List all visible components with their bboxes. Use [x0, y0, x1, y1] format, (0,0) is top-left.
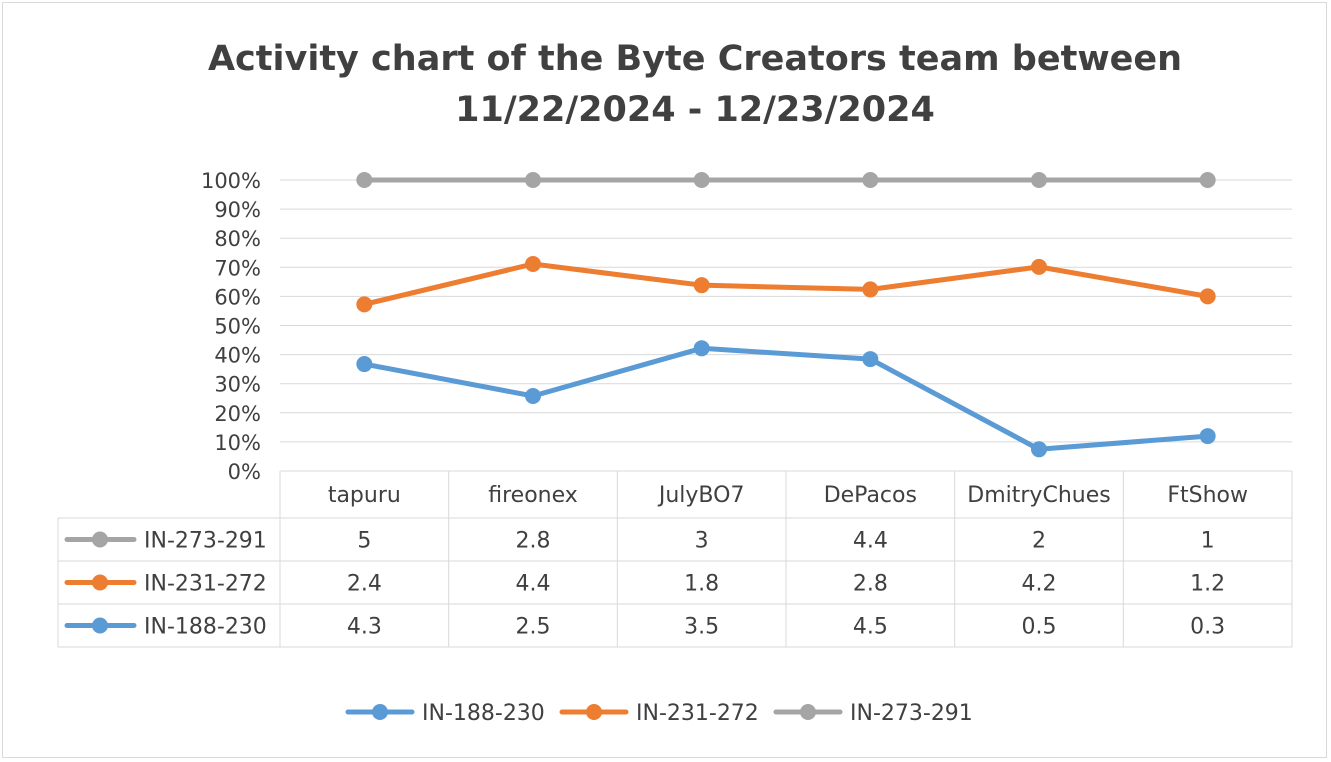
data-point-IN-231-272: [1199, 288, 1216, 305]
category-label: JulyBO7: [657, 483, 745, 508]
y-tick-label: 70%: [214, 256, 261, 280]
table-series-name: IN-188-230: [144, 615, 267, 640]
data-point-IN-231-272: [693, 277, 710, 294]
chart-title-line-1: Activity chart of the Byte Creators team…: [208, 39, 1182, 79]
data-point-IN-188-230: [693, 340, 710, 357]
table-cell-value: 2: [1032, 529, 1046, 554]
y-tick-label: 0%: [228, 460, 261, 484]
table-cell-value: 2.8: [853, 572, 888, 597]
category-label: tapuru: [328, 483, 401, 508]
legend-label: IN-231-272: [636, 701, 759, 726]
data-point-IN-273-291: [693, 172, 710, 188]
y-tick-label: 50%: [214, 315, 261, 339]
table-cell-value: 0.5: [1022, 615, 1057, 640]
table-cell-value: 4.3: [347, 615, 382, 640]
data-point-IN-188-230: [356, 356, 373, 373]
data-point-IN-188-230: [1031, 441, 1047, 458]
y-tick-label: 30%: [214, 373, 261, 397]
data-point-IN-273-291: [1199, 172, 1216, 188]
category-label: fireonex: [488, 483, 578, 508]
y-tick-label: 80%: [214, 227, 261, 251]
table-cell-value: 4.4: [853, 529, 888, 554]
legend-key-marker: [800, 704, 816, 720]
table-cell-value: 0.3: [1190, 615, 1225, 640]
table-cell-value: 1.8: [684, 572, 719, 597]
gridlines: [280, 179, 1292, 443]
table-legend-key-marker: [92, 617, 108, 634]
table-cell-value: 2.5: [516, 615, 551, 640]
chart-title-line-2: 11/22/2024 - 12/23/2024: [455, 90, 935, 130]
y-tick-label: 40%: [214, 344, 261, 368]
data-point-IN-273-291: [356, 172, 373, 188]
y-tick-label: 90%: [214, 198, 261, 222]
table-cell-value: 5: [357, 529, 371, 554]
data-point-IN-231-272: [356, 296, 373, 313]
category-label: DePacos: [824, 483, 917, 508]
table-cell-value: 4.2: [1022, 572, 1057, 597]
y-tick-label: 10%: [214, 431, 261, 455]
data-point-IN-231-272: [525, 256, 541, 272]
table-legend-key-marker: [92, 574, 108, 591]
legend-key-marker: [586, 704, 602, 720]
data-point-IN-273-291: [525, 172, 541, 188]
y-tick-label: 60%: [214, 285, 261, 309]
table-series-name: IN-273-291: [144, 529, 267, 554]
table-cell-value: 1.2: [1190, 572, 1225, 597]
table-cell-value: 2.4: [347, 572, 382, 597]
legend-label: IN-273-291: [850, 701, 973, 726]
y-tick-label: 100%: [201, 169, 261, 193]
category-label: FtShow: [1167, 483, 1248, 508]
table-cell-value: 4.4: [516, 572, 551, 597]
legend-label: IN-188-230: [422, 701, 545, 726]
data-point-IN-231-272: [1031, 258, 1047, 275]
data-point-IN-188-230: [1199, 428, 1216, 445]
series-line-IN-188-230: [361, 345, 1211, 452]
series-line-IN-231-272: [361, 261, 1211, 307]
data-table: tapuru fireonex JulyBO7 DePacos DmitryChues F…: [57, 470, 1293, 648]
legend-key-marker: [372, 704, 388, 720]
table-cell-value: 2.8: [516, 529, 551, 554]
data-point-IN-188-230: [862, 351, 879, 368]
table-legend-key-marker: [92, 531, 108, 548]
table-cell-value: 3.5: [684, 615, 719, 640]
table-cell-value: 3: [695, 529, 709, 554]
series-lines: [356, 172, 1216, 458]
category-label: DmitryChues: [967, 483, 1110, 508]
data-point-IN-273-291: [1031, 172, 1047, 188]
legend: IN-188-230 IN-231-272 IN-273-291: [345, 701, 973, 726]
table-cell-value: 4.5: [853, 615, 888, 640]
data-point-IN-188-230: [525, 388, 541, 404]
data-point-IN-231-272: [862, 281, 879, 298]
y-axis-ticks: 0% 10% 20% 30% 40% 50% 60% 70% 80% 90% 100%: [201, 169, 261, 484]
table-cell-value: 1: [1201, 529, 1215, 554]
y-tick-label: 20%: [214, 402, 261, 426]
data-point-IN-273-291: [862, 172, 879, 188]
table-series-name: IN-231-272: [144, 572, 267, 597]
